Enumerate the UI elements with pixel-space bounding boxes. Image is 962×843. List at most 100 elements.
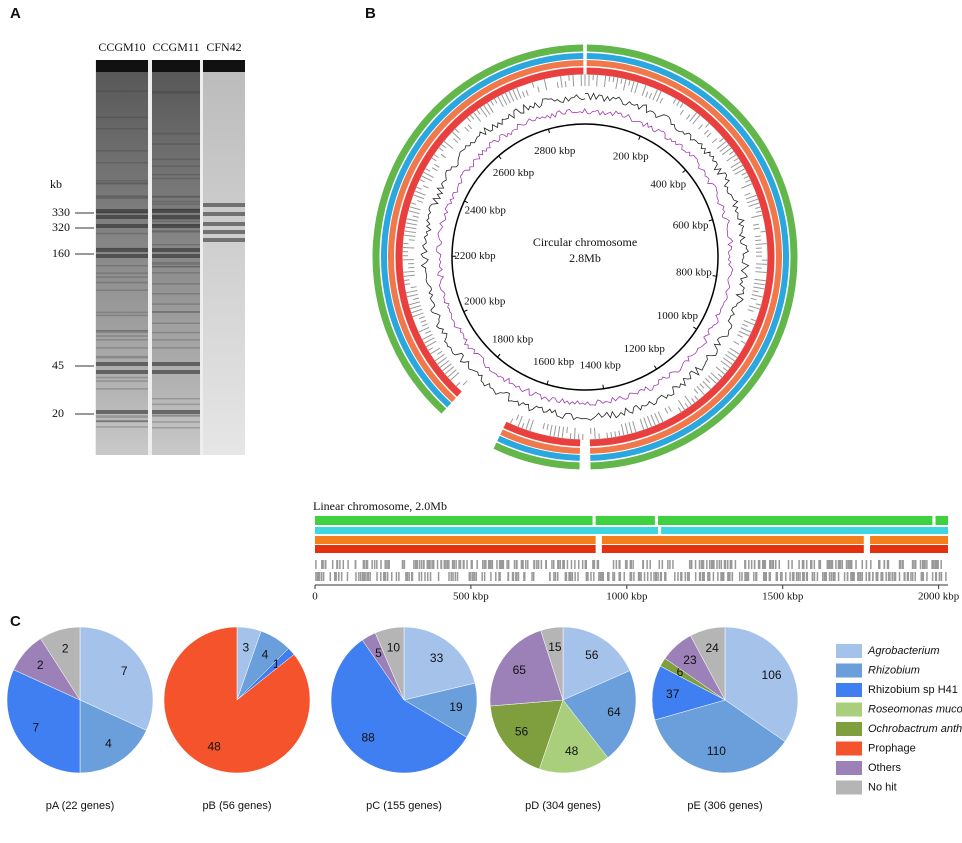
gene-tick xyxy=(921,560,924,569)
gene-tick xyxy=(508,90,512,97)
gene-tick xyxy=(893,572,895,581)
gene-tick xyxy=(638,572,641,581)
gene-tick xyxy=(421,336,428,341)
gene-tick xyxy=(570,560,573,569)
slice-label: 88 xyxy=(361,731,375,745)
gene-tick xyxy=(612,76,615,83)
gene-tick xyxy=(747,309,754,312)
pie-slice xyxy=(40,626,81,701)
gene-tick xyxy=(737,164,744,169)
gene-tick xyxy=(581,560,584,569)
slice-label: 6 xyxy=(677,665,684,679)
gene-tick xyxy=(615,560,618,569)
gene-tick xyxy=(433,163,440,168)
gene-tick xyxy=(490,100,495,106)
gene-tick xyxy=(938,572,941,581)
gene-tick xyxy=(515,87,520,94)
gene-tick xyxy=(811,572,814,581)
gene-tick xyxy=(778,560,781,569)
gene-tick xyxy=(745,572,748,581)
gene-tick xyxy=(430,560,432,569)
gel-smear xyxy=(152,263,200,265)
gene-tick xyxy=(676,100,681,106)
gene-tick xyxy=(426,560,428,569)
gene-tick xyxy=(438,146,444,152)
gene-tick xyxy=(855,560,857,569)
gene-tick xyxy=(608,75,611,82)
gel-smear xyxy=(152,261,200,264)
linear-track xyxy=(601,545,864,553)
gel-band xyxy=(152,370,200,374)
gel-smear xyxy=(152,311,200,313)
gene-tick xyxy=(417,312,424,316)
gene-tick xyxy=(926,560,928,569)
gene-tick xyxy=(743,175,750,180)
unit-label: kb xyxy=(50,177,62,191)
gene-tick xyxy=(686,572,689,581)
gene-tick xyxy=(340,572,343,581)
gene-tick xyxy=(744,560,747,569)
gene-tick xyxy=(802,572,804,581)
gene-tick xyxy=(426,572,429,581)
gene-tick xyxy=(543,78,546,85)
gene-tick xyxy=(859,572,861,581)
pie-slice xyxy=(163,626,311,774)
gene-tick xyxy=(711,138,718,144)
gene-tick xyxy=(664,407,669,414)
gel-smear xyxy=(152,347,200,349)
gene-tick xyxy=(410,286,417,289)
circular-tick xyxy=(497,353,501,358)
track-ring xyxy=(586,60,783,454)
gene-tick xyxy=(714,376,721,382)
slice-label: 64 xyxy=(607,705,621,719)
pie-slice xyxy=(6,669,81,774)
gene-tick xyxy=(434,357,440,362)
pie-slice xyxy=(690,626,726,701)
gel-smear xyxy=(152,132,200,135)
gene-tick xyxy=(403,234,410,237)
gene-tick xyxy=(602,572,605,581)
gene-tick xyxy=(658,560,661,569)
gene-tick xyxy=(489,107,494,113)
slice-label: 56 xyxy=(515,724,529,738)
gene-tick xyxy=(691,398,696,404)
gene-tick xyxy=(684,402,689,409)
gel-smear xyxy=(152,397,200,400)
gene-tick xyxy=(787,560,790,569)
gene-tick xyxy=(441,367,447,372)
gel-smear xyxy=(152,231,200,233)
gene-tick xyxy=(531,419,534,426)
circular-tick-label: 200 kbp xyxy=(613,150,649,162)
circular-tick-label: 1200 kbp xyxy=(624,343,666,355)
gene-tick xyxy=(388,560,390,569)
gene-tick xyxy=(803,572,805,581)
gene-tick xyxy=(483,560,486,569)
gene-tick xyxy=(906,572,909,581)
gel-smear xyxy=(96,339,148,341)
pie-title: pA (22 genes) xyxy=(46,800,115,812)
gene-tick xyxy=(712,572,715,581)
circular-tick-label: 2200 kbp xyxy=(454,250,496,262)
gene-tick xyxy=(455,135,461,141)
gene-tick xyxy=(654,88,659,95)
gene-tick xyxy=(532,572,535,581)
gene-tick xyxy=(386,560,388,569)
gene-tick xyxy=(712,379,718,385)
circular-tick-label: 600 kbp xyxy=(673,220,709,232)
gene-tick xyxy=(540,560,543,569)
gel-smear xyxy=(96,415,148,417)
gene-tick xyxy=(755,303,762,306)
gene-tick xyxy=(451,560,454,569)
gene-tick xyxy=(907,572,910,581)
gene-tick xyxy=(665,572,667,581)
gene-tick xyxy=(598,572,600,581)
gene-tick xyxy=(701,572,704,581)
gene-tick xyxy=(376,572,378,581)
gene-tick xyxy=(837,560,840,569)
gene-tick xyxy=(764,572,766,581)
gene-tick xyxy=(416,560,419,569)
gene-tick xyxy=(689,116,694,123)
gene-tick xyxy=(428,560,430,569)
track-ring xyxy=(395,67,584,397)
gene-tick xyxy=(607,572,609,581)
